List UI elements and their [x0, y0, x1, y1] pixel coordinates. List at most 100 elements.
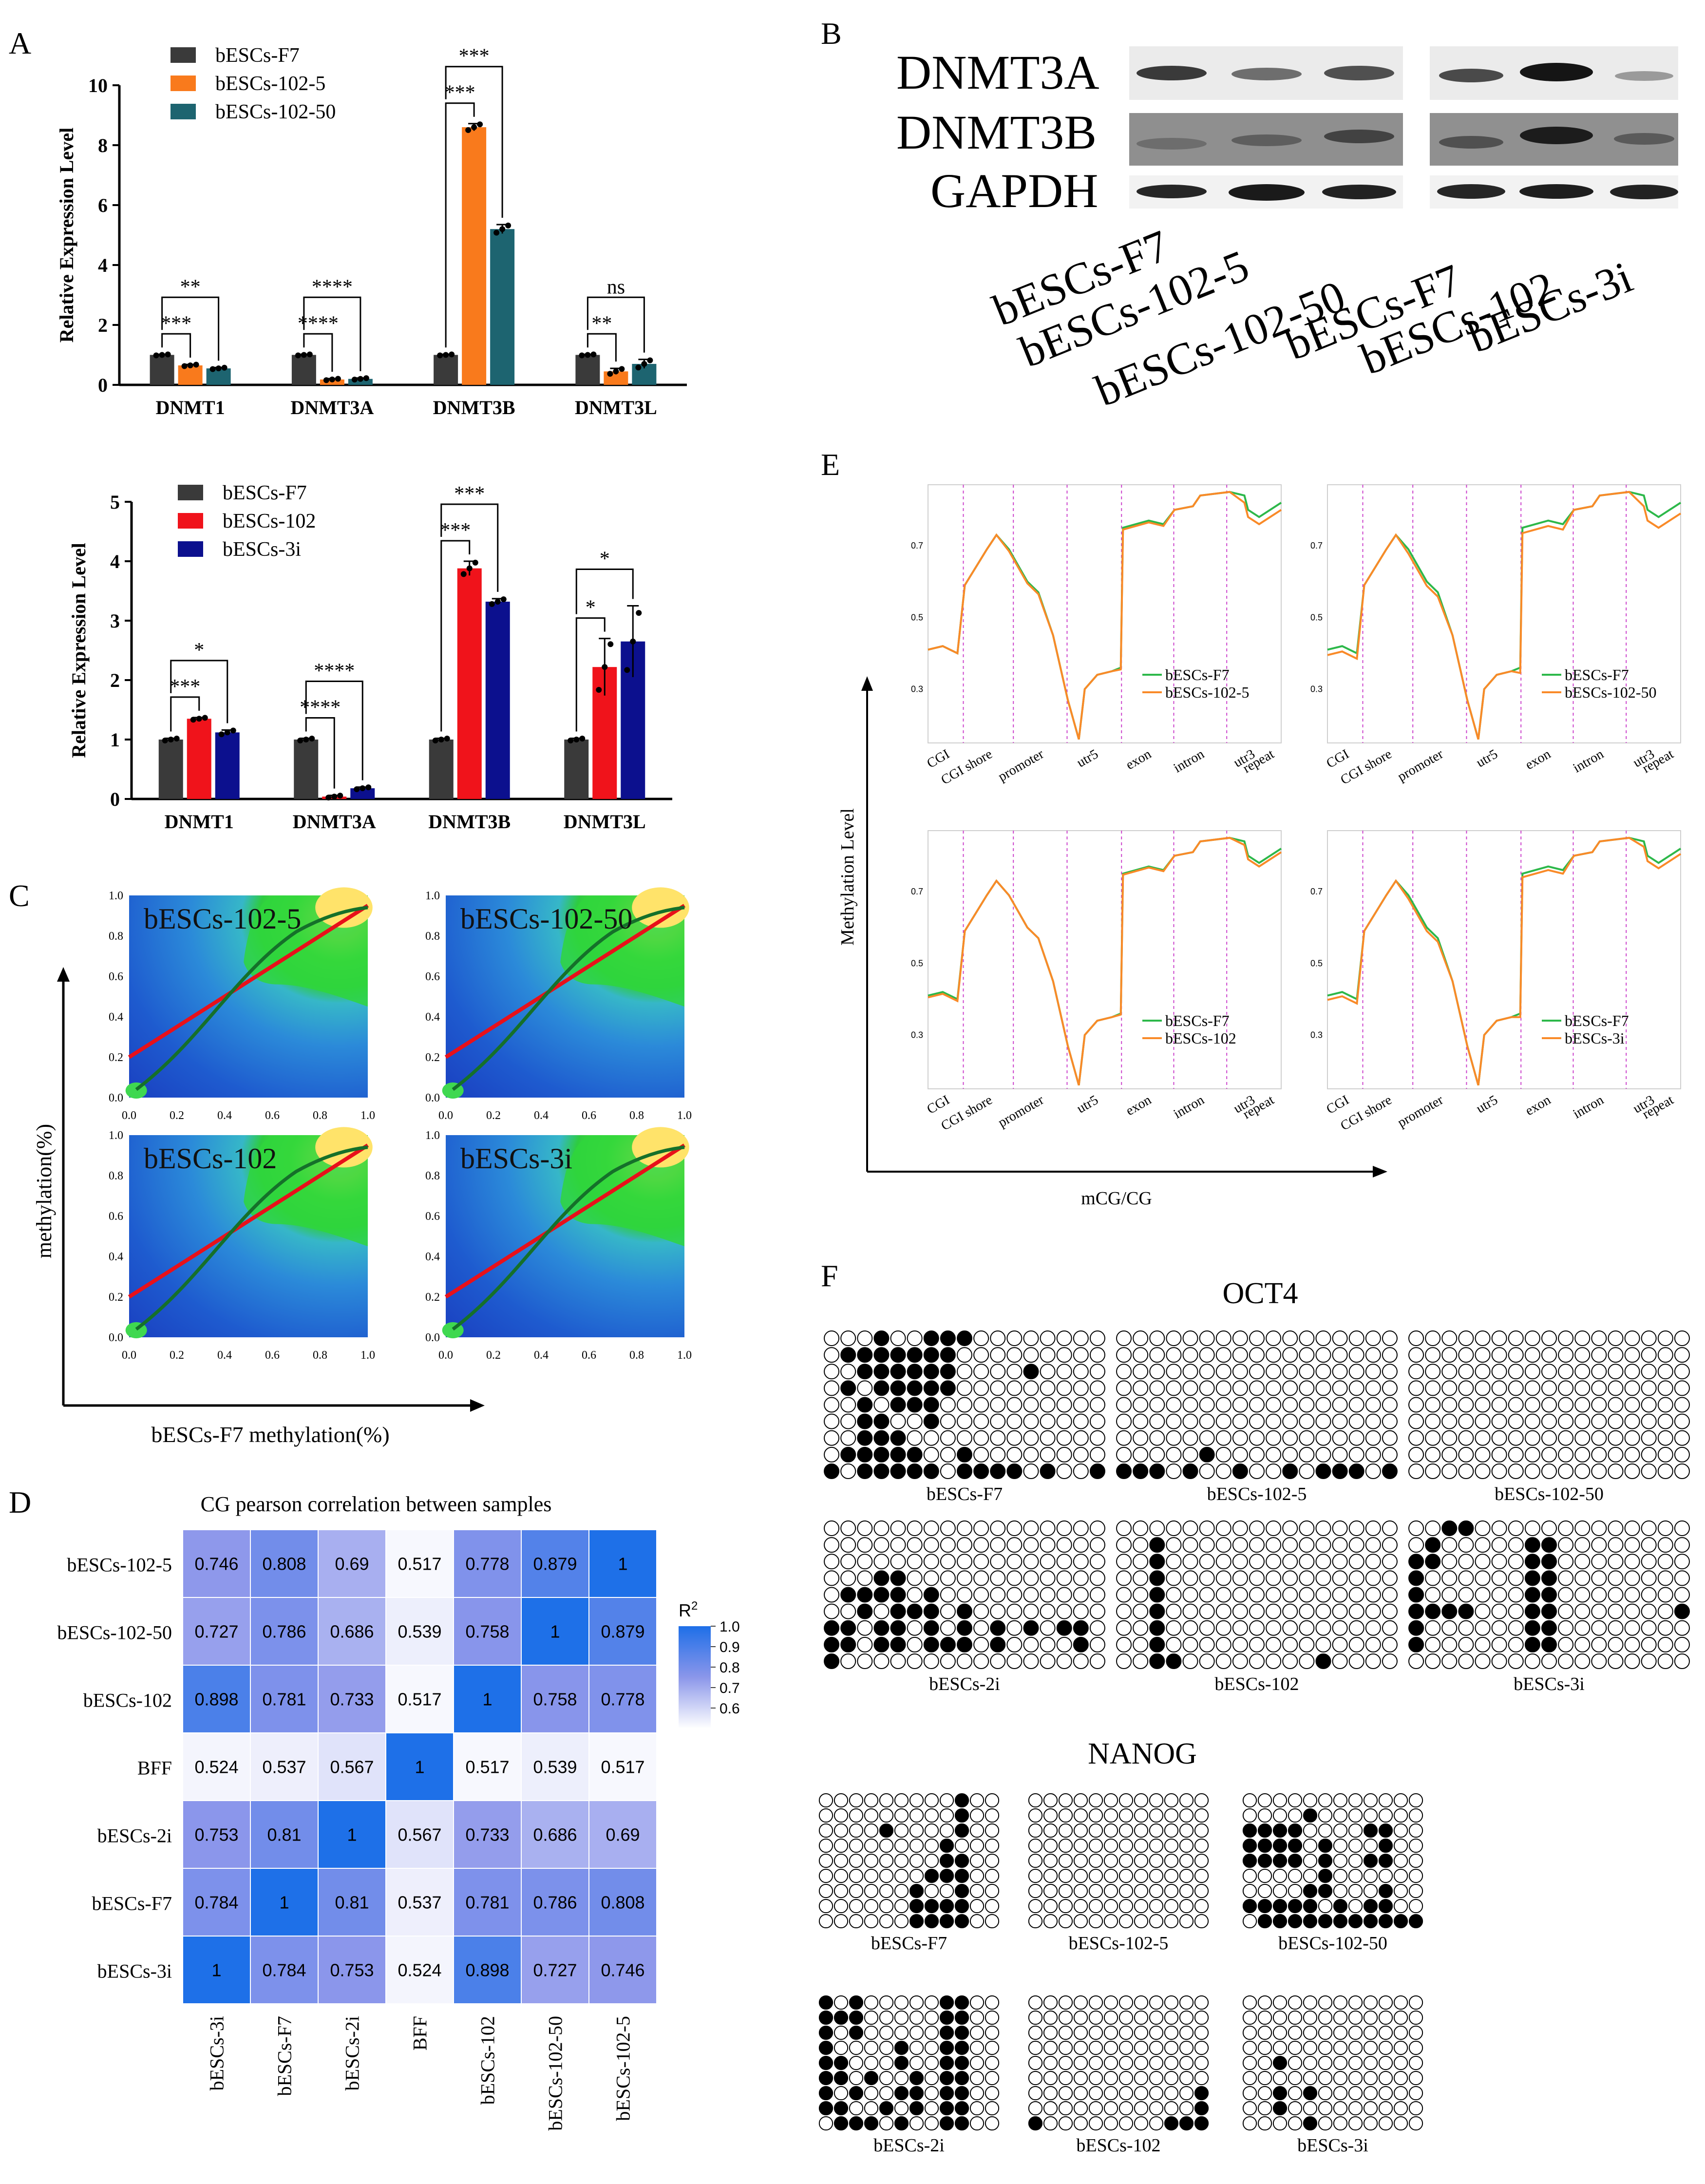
cpg-site: [849, 1868, 864, 1883]
cpg-site: [1266, 1463, 1282, 1480]
cpg-site: [1073, 1914, 1088, 1929]
cpg-site: [1524, 1636, 1540, 1652]
cpg-site: [1378, 1853, 1393, 1868]
cpg-site: [894, 1899, 909, 1914]
cpg-site: [1242, 2025, 1257, 2040]
cpg-site: [1408, 1380, 1424, 1396]
cpg-site: [990, 1620, 1006, 1636]
cpg-site: [1282, 1413, 1298, 1429]
cpg-site: [1524, 1537, 1540, 1553]
cpg-site: [1332, 1446, 1348, 1462]
cpg-site: [1028, 1995, 1043, 2010]
d-title: CG pearson correlation between samples: [201, 1492, 552, 1516]
y-tick-label: 0.6: [109, 970, 123, 983]
cpg-site: [1674, 1364, 1690, 1380]
blot-band: [1137, 138, 1207, 150]
cpg-site: [1073, 1899, 1088, 1914]
cpg-site: [939, 1995, 954, 2010]
cpg-site: [1133, 1413, 1149, 1429]
cpg-site: [1103, 1823, 1118, 1838]
cpg-site: [1199, 1603, 1215, 1619]
replicate-dot: [295, 352, 301, 359]
cpg-grid: bESCs-F7: [818, 1793, 1000, 1954]
cpg-site: [840, 1636, 856, 1652]
heatmap-cell: [385, 1732, 454, 1801]
cpg-site: [1608, 1380, 1624, 1396]
cpg-site: [1006, 1413, 1023, 1429]
cpg-site: [1348, 2040, 1363, 2055]
category-label: DNMT3L: [564, 811, 646, 833]
y-tick-label: 0.0: [425, 1092, 440, 1104]
cpg-site: [1073, 1793, 1088, 1808]
cpg-site: [1318, 1868, 1333, 1883]
cpg-site: [1134, 1868, 1149, 1883]
legend-label: bESCs-102-5: [1165, 684, 1249, 701]
cpg-site: [1272, 1883, 1288, 1899]
cpg-site: [1103, 2010, 1118, 2025]
cpg-site: [1116, 1397, 1132, 1413]
legend-tick-label: 0.8: [720, 1660, 740, 1676]
cpg-site: [1282, 1446, 1298, 1462]
replicate-dot: [168, 737, 174, 742]
cpg-site: [1232, 1570, 1248, 1586]
cpg-site: [873, 1537, 890, 1553]
cpg-site: [1408, 2116, 1423, 2131]
cpg-site: [1441, 1430, 1458, 1446]
cpg-site: [1425, 1364, 1441, 1380]
cpg-site: [1332, 1636, 1348, 1652]
cpg-site: [1657, 1380, 1673, 1396]
cpg-site: [1624, 1364, 1640, 1380]
cpg-site: [1425, 1587, 1441, 1603]
region-label: CGI: [1324, 1092, 1351, 1117]
cpg-site: [824, 1554, 840, 1570]
cpg-site: [1040, 1603, 1056, 1619]
cpg-site: [907, 1520, 923, 1537]
cpg-site: [939, 1793, 954, 1808]
cpg-site: [1134, 1823, 1149, 1838]
legend-label: bESCs-102: [1165, 1029, 1236, 1047]
legend-label: bESCs-F7: [215, 44, 300, 67]
replicate-dot: [596, 687, 602, 693]
cpg-site: [1089, 1430, 1105, 1446]
cpg-site: [907, 1620, 923, 1636]
cpg-site: [1242, 1883, 1257, 1899]
cpg-site: [954, 1853, 969, 1868]
cpg-site: [1288, 2070, 1303, 2086]
cpg-site: [879, 2070, 894, 2086]
cpg-site: [1458, 1330, 1474, 1347]
cpg-site: [1058, 1883, 1073, 1899]
cpg-site: [1315, 1537, 1331, 1553]
cpg-site: [1242, 1995, 1257, 2010]
cpg-site: [1674, 1636, 1690, 1652]
cpg-site: [973, 1463, 989, 1480]
y-tick-label: 0.8: [109, 930, 123, 943]
cpg-site: [924, 2070, 939, 2086]
cpg-site: [1299, 1570, 1315, 1586]
y-tick-label: 0.8: [109, 1170, 123, 1182]
cpg-site: [1574, 1537, 1591, 1553]
cpg-site: [890, 1554, 906, 1570]
cpg-site: [924, 2040, 939, 2055]
cpg-site: [1073, 1520, 1089, 1537]
cpg-site: [1232, 1364, 1248, 1380]
replicate-dot: [230, 727, 236, 734]
cpg-site: [873, 1653, 890, 1670]
cpg-site: [824, 1347, 840, 1363]
cpg-site: [1524, 1653, 1540, 1670]
sample-label: bESCs-2i: [929, 1674, 1000, 1694]
cpg-site: [1272, 2040, 1288, 2055]
cpg-site: [840, 1537, 856, 1553]
x-tick-label: 0.6: [582, 1109, 596, 1122]
cpg-site: [939, 1838, 954, 1853]
cpg-site: [1257, 2070, 1272, 2086]
cpg-site: [818, 2101, 834, 2116]
cpg-site: [1491, 1636, 1507, 1652]
significance-label: *: [194, 639, 204, 662]
cpg-site: [940, 1653, 956, 1670]
cpg-site: [1624, 1554, 1640, 1570]
cpg-site: [1028, 2070, 1043, 2086]
significance-bracket: [161, 333, 191, 358]
cpg-site: [1118, 1883, 1134, 1899]
cell-value: 0.778: [601, 1690, 644, 1709]
cpg-site: [1266, 1330, 1282, 1347]
